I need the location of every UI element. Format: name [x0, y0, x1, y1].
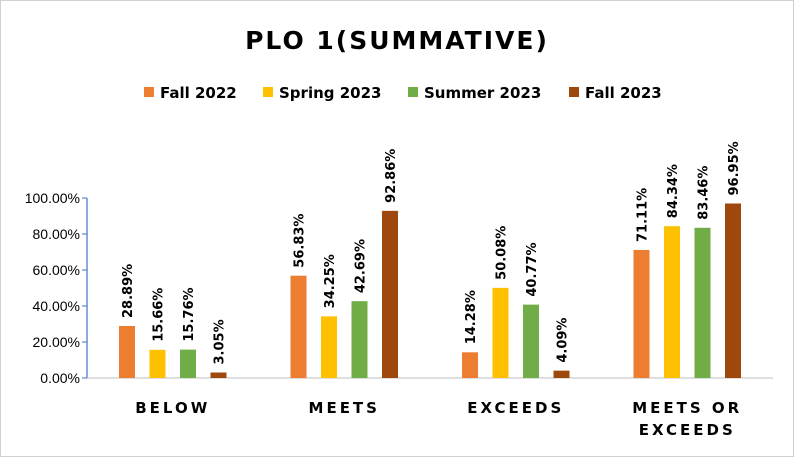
data-labels: 28.89% 15.66% 15.76% 3.05% 56.83% 34.25% 42.69… — [121, 141, 742, 364]
x-category-label: BELOW — [135, 399, 210, 417]
x-axis: BELOW MEETS EXCEEDS MEETS OR EXCEEDS — [87, 377, 773, 439]
bar-spring-2023-below — [149, 349, 166, 378]
data-label: 40.77% — [525, 242, 540, 296]
legend-item-summer-2023: Summer 2023 — [408, 84, 541, 102]
data-label: 28.89% — [121, 264, 136, 318]
bar-spring-2023-meets — [321, 316, 337, 378]
bar-summer-2023-meets — [351, 301, 368, 378]
data-label: 4.09% — [556, 318, 571, 363]
data-label: 15.76% — [182, 287, 197, 341]
bar-spring-2023-meets-or-exceeds — [664, 226, 680, 378]
legend-label-fall-2023: Fall 2023 — [585, 84, 662, 102]
data-label: 50.08% — [495, 226, 510, 280]
x-category-label: MEETS OR — [632, 399, 742, 417]
data-label: 83.46% — [697, 166, 712, 220]
bar-fall-2022-meets-or-exceeds — [633, 250, 650, 378]
bar-summer-2023-meets-or-exceeds — [694, 227, 711, 378]
x-category-label: EXCEEDS — [467, 399, 564, 417]
x-category-label: MEETS — [309, 399, 380, 417]
legend-label-spring-2023: Spring 2023 — [279, 84, 381, 102]
data-label: 34.25% — [323, 254, 338, 308]
data-label: 56.83% — [293, 214, 308, 268]
y-tick-label: 40.00% — [33, 298, 80, 314]
bars — [119, 203, 741, 378]
data-label: 71.11% — [636, 188, 651, 242]
data-label: 84.34% — [666, 164, 681, 218]
bar-fall-2022-meets — [290, 275, 307, 378]
data-label: 14.28% — [464, 290, 479, 344]
legend-label-fall-2022: Fall 2022 — [160, 84, 237, 102]
bar-summer-2023-exceeds — [523, 304, 539, 378]
data-label: 42.69% — [354, 239, 369, 293]
bar-spring-2023-exceeds — [492, 287, 509, 378]
data-label: 15.66% — [152, 288, 167, 342]
y-tick-label: 60.00% — [33, 262, 80, 278]
bar-fall-2023-meets — [382, 210, 398, 378]
bar-fall-2022-below — [119, 325, 135, 378]
legend-swatch-spring-2023 — [263, 87, 273, 97]
legend-swatch-summer-2023 — [408, 87, 418, 97]
data-label: 92.86% — [384, 149, 399, 203]
legend: Fall 2022 Spring 2023 Summer 2023 Fall 2023 — [144, 84, 662, 102]
y-tick-label: 20.00% — [33, 334, 80, 350]
y-tick-label: 0.00% — [40, 370, 80, 386]
y-tick-label: 100.00% — [25, 190, 80, 206]
legend-item-fall-2023: Fall 2023 — [569, 84, 662, 102]
y-axis: 0.00% 20.00% 40.00% 60.00% 80.00% 100.00% — [25, 190, 88, 386]
x-category-label: EXCEEDS — [639, 421, 736, 439]
bar-fall-2022-exceeds — [462, 352, 478, 378]
legend-swatch-fall-2023 — [569, 87, 579, 97]
chart-title: PLO 1(SUMMATIVE) — [245, 26, 549, 55]
legend-item-fall-2022: Fall 2022 — [144, 84, 237, 102]
bar-summer-2023-below — [180, 349, 196, 378]
bar-fall-2023-meets-or-exceeds — [725, 203, 741, 378]
data-label: 96.95% — [727, 141, 742, 195]
bar-fall-2023-exceeds — [553, 370, 570, 378]
data-label: 3.05% — [213, 319, 228, 364]
bar-fall-2023-below — [210, 372, 227, 378]
legend-label-summer-2023: Summer 2023 — [424, 84, 541, 102]
legend-item-spring-2023: Spring 2023 — [263, 84, 381, 102]
y-tick-label: 80.00% — [33, 226, 80, 242]
legend-swatch-fall-2022 — [144, 87, 154, 97]
